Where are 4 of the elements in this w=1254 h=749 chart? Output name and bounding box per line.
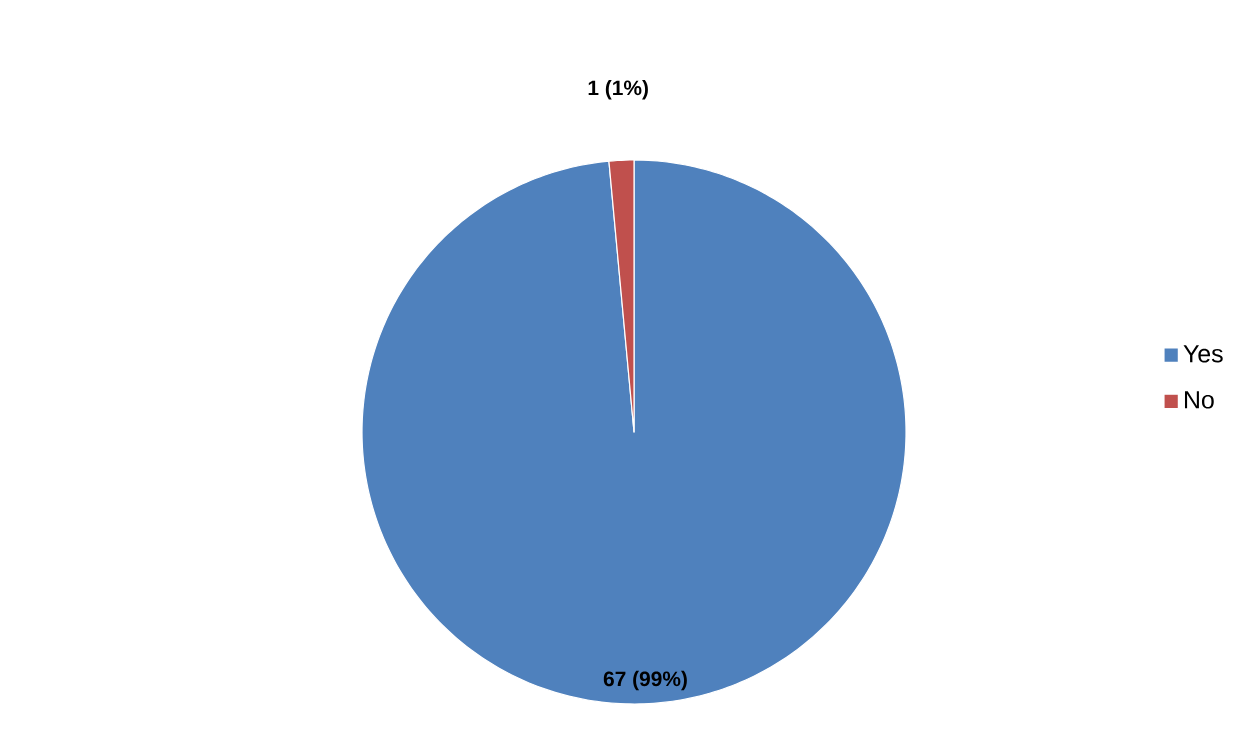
data-label: 1 (1%): [588, 79, 648, 100]
legend-label: No: [1184, 391, 1214, 409]
data-label: 67 (99%): [603, 670, 687, 691]
legend-label: Yes: [1183, 345, 1223, 363]
